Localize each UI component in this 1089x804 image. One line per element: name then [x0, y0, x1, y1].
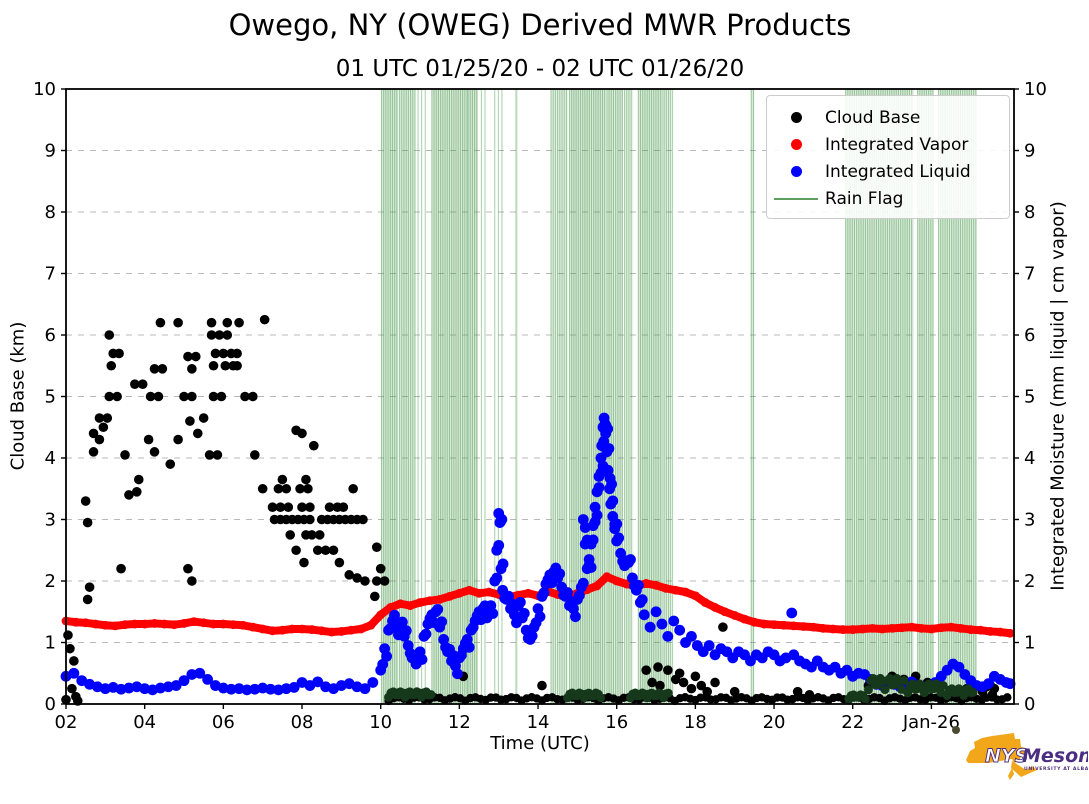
y-tick-label-left: 3: [45, 510, 56, 531]
x-axis-label: Time (UTC): [490, 733, 590, 754]
x-tick-label: 02: [55, 712, 78, 733]
x-tick-label: 22: [841, 712, 864, 733]
cloud-base-points: [61, 314, 1012, 706]
y-tick-label-right: 3: [1024, 510, 1035, 531]
rain-flag-ground-markers: [384, 673, 978, 704]
x-tick-label: 06: [212, 712, 235, 733]
legend-dot-icon: [767, 139, 825, 150]
legend-line-icon: [767, 197, 825, 200]
y-tick-label-left: 2: [45, 571, 56, 592]
logo-nys-text: NYS: [985, 745, 1028, 767]
x-tick-label: 10: [369, 712, 392, 733]
y-tick-label-right: 10: [1024, 79, 1047, 100]
x-tick-label: 18: [684, 712, 707, 733]
y-tick-label-right: 9: [1024, 141, 1035, 162]
y-tick-label-right: 4: [1024, 448, 1035, 469]
y-axis-label-right: Integrated Moisture (mm liquid | cm vapo…: [1047, 201, 1069, 591]
x-tick-label: 12: [448, 712, 471, 733]
gridlines: [66, 150, 1014, 643]
legend-item-cloud-base: Cloud Base: [767, 104, 1009, 131]
legend-label: Rain Flag: [825, 188, 904, 209]
y-tick-label-left: 6: [45, 325, 56, 346]
y-axis-label-left: Cloud Base (km): [7, 321, 29, 471]
legend-label: Cloud Base: [825, 107, 921, 128]
y-tick-label-left: 5: [45, 387, 56, 408]
logo-tagline-text: UNIVERSITY AT ALBANY: [1024, 766, 1088, 772]
y-tick-label-right: 1: [1024, 633, 1035, 654]
y-tick-label-right: 2: [1024, 571, 1035, 592]
tick-labels: 02 04 06 08 10 12 14 16 18 20 22 Jan-260 01 12 23 34 45 5…: [33, 79, 1047, 733]
y-tick-label-right: 6: [1024, 325, 1035, 346]
logo-mesonet-text: Mesonet: [1022, 745, 1088, 767]
x-tick-label: 04: [133, 712, 156, 733]
y-tick-label-left: 9: [45, 141, 56, 162]
y-tick-label-left: 10: [33, 79, 56, 100]
legend-item-integrated-vapor: Integrated Vapor: [767, 131, 1009, 158]
x-tick-label: 20: [763, 712, 786, 733]
nys-mesonet-logo: NYS Mesonet UNIVERSITY AT ALBANY: [948, 720, 1089, 800]
x-tick-label: 14: [527, 712, 550, 733]
y-tick-label-left: 1: [45, 633, 56, 654]
ny-state-icon: [966, 733, 1037, 780]
legend-item-rain-flag: Rain Flag: [767, 185, 1009, 212]
x-tick-label: 16: [605, 712, 628, 733]
legend-label: Integrated Vapor: [825, 134, 969, 155]
y-tick-label-right: 8: [1024, 202, 1035, 223]
logo-seal-icon: [952, 726, 960, 734]
legend-item-integrated-liquid: Integrated Liquid: [767, 158, 1009, 185]
legend-dot-icon: [767, 112, 825, 123]
axes-frame: [61, 88, 1019, 709]
y-tick-label-right: 5: [1024, 387, 1035, 408]
legend: Cloud Base Integrated Vapor Integrated Liq…: [766, 95, 1010, 219]
x-tick-label: 08: [291, 712, 314, 733]
y-tick-label-right: 7: [1024, 264, 1035, 285]
legend-label: Integrated Liquid: [825, 161, 971, 182]
x-tick-label: Jan-26: [902, 712, 960, 733]
y-tick-label-right: 0: [1024, 694, 1035, 715]
y-tick-label-left: 8: [45, 202, 56, 223]
chart-subtitle: 01 UTC 01/25/20 - 02 UTC 01/26/20: [335, 56, 745, 82]
legend-dot-icon: [767, 166, 825, 177]
y-tick-label-left: 7: [45, 264, 56, 285]
y-tick-label-left: 4: [45, 448, 56, 469]
y-tick-label-left: 0: [45, 694, 56, 715]
chart-title: Owego, NY (OWEG) Derived MWR Products: [228, 8, 852, 42]
